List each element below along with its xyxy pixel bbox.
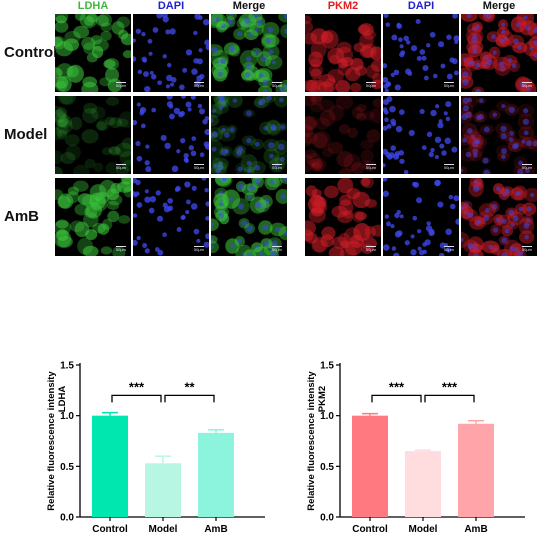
bar-amb: [198, 432, 234, 517]
significance-bracket: [111, 394, 162, 403]
x-tick-label: AmB: [204, 524, 227, 535]
scale-bar: 50μm: [115, 246, 127, 252]
micrograph-pkm2-pkm2-model: 50μm: [305, 96, 381, 174]
x-tick-label: Model: [409, 524, 438, 535]
y-axis-label: Relative fluorescence intensity: [306, 371, 317, 511]
micrograph-ldha-ldha-amb: 50μm: [55, 178, 131, 256]
y-tick-label: 1.5: [60, 361, 74, 372]
significance-label: ***: [442, 379, 458, 394]
scale-bar: 50μm: [521, 246, 533, 252]
bar-model: [145, 463, 181, 517]
scale-bar: 50μm: [521, 164, 533, 170]
micrograph-pkm2-pkm2-amb: 50μm: [305, 178, 381, 256]
scale-bar: 50μm: [521, 82, 533, 88]
micrograph-ldha-ldha-control: 50μm: [55, 14, 131, 92]
channel-label-ldha-merge: Merge: [232, 0, 266, 12]
micrograph-pkm2-merge-model: 50μm: [461, 96, 537, 174]
channel-label-pkm2-dapi: DAPI: [407, 0, 435, 12]
channel-label-pkm2-pkm2: PKM2: [327, 0, 359, 12]
bar-amb: [458, 423, 494, 517]
scale-bar: 50μm: [365, 82, 377, 88]
micrograph-ldha-dapi-amb: 50μm: [133, 178, 209, 256]
x-tick-label: Control: [352, 524, 388, 535]
micrograph-ldha-merge-amb: 50μm: [211, 178, 287, 256]
bar-control: [92, 415, 128, 517]
channel-label-pkm2-merge: Merge: [482, 0, 516, 12]
scale-bar: 50μm: [365, 246, 377, 252]
scale-bar: 50μm: [193, 164, 205, 170]
significance-bracket: [371, 394, 422, 403]
y-tick-label: 1.0: [320, 411, 334, 422]
scale-bar: 50μm: [193, 82, 205, 88]
significance-bracket: [424, 394, 475, 403]
micrograph-pkm2-dapi-amb: 50μm: [383, 178, 459, 256]
micrograph-ldha-ldha-model: 50μm: [55, 96, 131, 174]
y-tick-label: 0.5: [60, 462, 74, 473]
y-tick-label: 1.5: [320, 361, 334, 372]
scale-bar: 50μm: [443, 164, 455, 170]
scale-bar: 50μm: [193, 246, 205, 252]
micrograph-ldha-dapi-control: 50μm: [133, 14, 209, 92]
row-label-amb: AmB: [4, 208, 40, 225]
y-tick-label: 0.5: [320, 462, 334, 473]
micrograph-pkm2-merge-control: 50μm: [461, 14, 537, 92]
y-axis-label-line2: LDHA: [57, 386, 68, 413]
micrograph-pkm2-pkm2-control: 50μm: [305, 14, 381, 92]
micrograph-ldha-merge-control: 50μm: [211, 14, 287, 92]
bar-model: [405, 451, 441, 517]
scale-bar: 50μm: [443, 246, 455, 252]
x-tick-label: Model: [149, 524, 178, 535]
x-tick-label: AmB: [464, 524, 487, 535]
micrograph-pkm2-dapi-control: 50μm: [383, 14, 459, 92]
micrograph-ldha-merge-model: 50μm: [211, 96, 287, 174]
significance-label: **: [184, 379, 195, 394]
scale-bar: 50μm: [271, 246, 283, 252]
scale-bar: 50μm: [365, 164, 377, 170]
scale-bar: 50μm: [115, 164, 127, 170]
y-axis-label: Relative fluorescence intensity: [46, 371, 57, 511]
micrograph-pkm2-merge-amb: 50μm: [461, 178, 537, 256]
significance-label: ***: [129, 379, 145, 394]
row-label-model: Model: [4, 126, 48, 143]
scale-bar: 50μm: [271, 164, 283, 170]
micrograph-pkm2-dapi-model: 50μm: [383, 96, 459, 174]
significance-bracket: [164, 394, 215, 403]
x-tick-label: Control: [92, 524, 128, 535]
channel-label-ldha-ldha: LDHA: [77, 0, 109, 12]
bar-control: [352, 415, 388, 517]
micrograph-ldha-dapi-model: 50μm: [133, 96, 209, 174]
row-label-control: Control: [4, 44, 58, 61]
y-tick-label: 0.0: [320, 513, 334, 524]
scale-bar: 50μm: [443, 82, 455, 88]
channel-label-ldha-dapi: DAPI: [157, 0, 185, 12]
y-axis-label-line2: PKM2: [317, 386, 328, 412]
scale-bar: 50μm: [271, 82, 283, 88]
significance-label: ***: [389, 379, 405, 394]
scale-bar: 50μm: [115, 82, 127, 88]
y-tick-label: 0.0: [60, 513, 74, 524]
y-tick-label: 1.0: [60, 411, 74, 422]
